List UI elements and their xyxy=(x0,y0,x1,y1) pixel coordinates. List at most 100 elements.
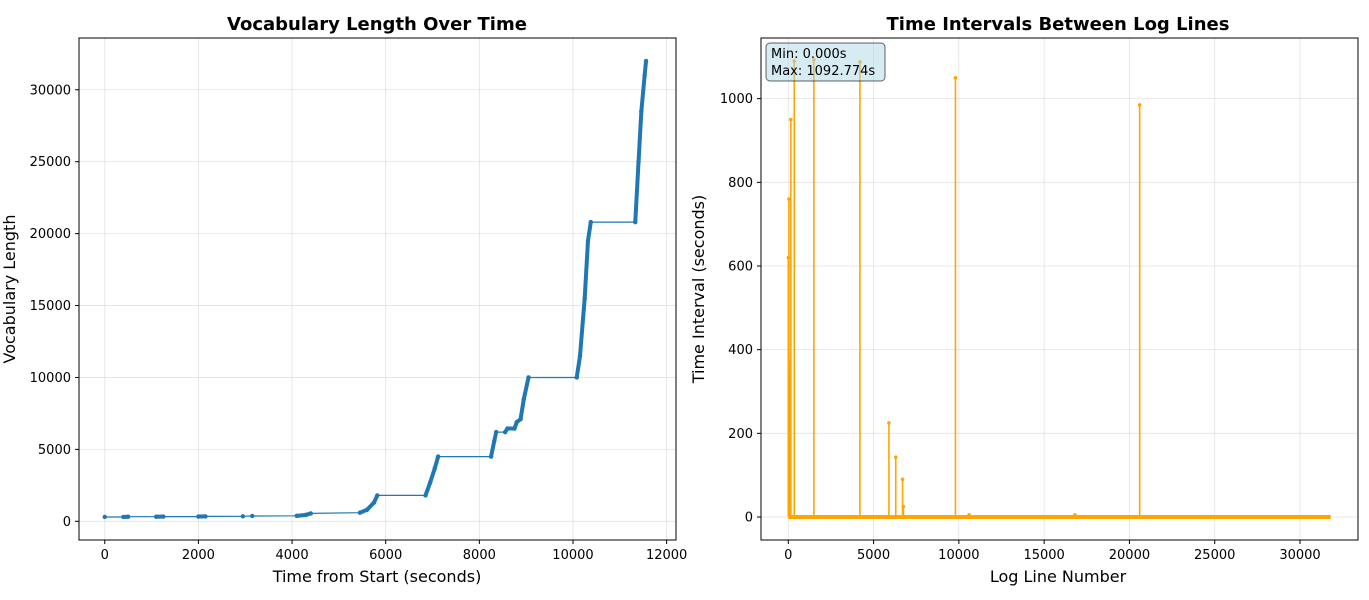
vocab-data-point xyxy=(574,375,579,380)
vocab-data-point xyxy=(505,426,510,431)
vocab-data-point xyxy=(577,353,583,359)
vocab-point-cluster xyxy=(428,466,437,485)
vocab-y-tick-label: 5000 xyxy=(38,443,71,458)
vocab-data-point xyxy=(588,219,593,225)
interval-grid xyxy=(761,38,1358,540)
interval-y-ticks: 0 200 400 600 800 1000 xyxy=(720,92,761,525)
interval-min-text: Min: 0.000s xyxy=(771,47,847,62)
vocab-data-point xyxy=(154,514,159,519)
vocab-data-point xyxy=(432,465,438,471)
interval-x-ticks: 0 5000 10000 15000 20000 25000 30000 xyxy=(784,540,1321,563)
vocab-point-cluster xyxy=(636,109,644,164)
interval-y-tick-label: 200 xyxy=(728,427,753,442)
vocab-x-tick-label: 0 xyxy=(101,548,109,563)
vocab-data-point xyxy=(488,454,494,459)
vocab-y-tick-label: 30000 xyxy=(30,83,71,98)
vocab-series-line xyxy=(104,60,647,518)
interval-chart: 0 5000 10000 15000 20000 25000 30000 0 200 400 60… xyxy=(689,14,1359,586)
vocab-data-point xyxy=(514,419,519,425)
interval-spike-point xyxy=(1137,103,1142,107)
interval-spike-point xyxy=(967,513,971,517)
vocab-data-point xyxy=(240,514,246,519)
interval-y-axis-label: Time Interval (seconds) xyxy=(689,195,708,384)
vocab-data-point xyxy=(585,238,591,244)
vocab-x-tick-label: 2000 xyxy=(182,548,215,563)
vocab-data-point xyxy=(502,429,508,435)
interval-x-tick-label: 25000 xyxy=(1194,548,1235,563)
interval-y-tick-label: 400 xyxy=(728,343,753,358)
vocab-data-point xyxy=(196,514,201,519)
interval-x-tick-label: 30000 xyxy=(1279,548,1320,563)
vocab-point-cluster xyxy=(423,480,433,498)
interval-plot-area xyxy=(786,58,1331,519)
vocab-point-cluster xyxy=(639,73,647,114)
vocab-data-point xyxy=(427,480,433,485)
vocab-data-point xyxy=(294,513,299,519)
vocab-data-point xyxy=(643,58,649,64)
vocab-data-point xyxy=(633,219,638,225)
vocab-point-cluster xyxy=(585,220,593,243)
vocab-y-tick-label: 10000 xyxy=(30,371,71,386)
interval-x-tick-label: 20000 xyxy=(1109,548,1150,563)
interval-chart-title: Time Intervals Between Log Lines xyxy=(887,14,1230,35)
vocab-y-ticks: 0 5000 10000 15000 20000 25000 30000 xyxy=(30,83,79,530)
vocab-y-tick-label: 0 xyxy=(63,515,71,530)
vocab-x-tick-label: 12000 xyxy=(646,548,687,563)
interval-y-tick-label: 600 xyxy=(728,259,753,274)
vocab-data-point xyxy=(521,396,527,402)
interval-y-tick-label: 800 xyxy=(728,176,753,191)
vocab-data-point xyxy=(493,429,499,435)
vocab-x-ticks: 0 2000 4000 6000 8000 10000 12000 xyxy=(101,540,687,563)
vocab-x-tick-label: 8000 xyxy=(463,548,496,563)
interval-x-tick-label: 15000 xyxy=(1023,548,1064,563)
interval-x-tick-label: 0 xyxy=(784,548,792,563)
vocab-data-point xyxy=(518,416,523,422)
interval-axes-frame xyxy=(760,37,1359,541)
vocab-x-tick-label: 6000 xyxy=(369,548,402,563)
vocab-point-cluster xyxy=(489,438,497,459)
vocab-data-point xyxy=(364,507,370,512)
vocab-x-axis-label: Time from Start (seconds) xyxy=(272,567,482,586)
vocab-data-point xyxy=(125,514,131,519)
vocab-data-point xyxy=(636,159,641,164)
vocab-chart: 0 2000 4000 6000 8000 10000 12000 0 5000 10000 15… xyxy=(0,14,687,586)
interval-max-text: Max: 1092.774s xyxy=(771,64,875,79)
vocab-data-point xyxy=(492,438,497,443)
vocab-data-point xyxy=(121,514,126,520)
vocab-data-point xyxy=(371,500,377,505)
vocab-data-point xyxy=(102,514,107,520)
vocab-x-tick-label: 4000 xyxy=(276,548,309,563)
vocab-data-point xyxy=(203,514,208,519)
vocab-data-point xyxy=(303,512,309,518)
vocab-data-point xyxy=(161,514,166,519)
vocab-point-cluster xyxy=(518,397,526,422)
vocab-chart-title: Vocabulary Length Over Time xyxy=(227,14,527,35)
interval-spike-point xyxy=(893,455,898,459)
vocab-point-cluster xyxy=(642,59,649,78)
vocab-data-point xyxy=(308,511,313,516)
vocab-data-point xyxy=(435,454,441,459)
vocab-data-point xyxy=(512,426,517,431)
interval-x-axis-label: Log Line Number xyxy=(990,567,1127,586)
interval-x-tick-label: 10000 xyxy=(938,548,979,563)
vocab-data-point xyxy=(642,73,647,78)
interval-spike-point xyxy=(787,197,791,201)
interval-annotation: Min: 0.000s Max: 1092.774s xyxy=(765,42,886,82)
vocab-data-point xyxy=(250,513,255,519)
vocab-data-point xyxy=(526,375,531,380)
interval-spike-point xyxy=(901,504,906,509)
vocab-point-cluster xyxy=(578,296,587,358)
vocab-data-point xyxy=(423,493,428,498)
interval-y-tick-label: 1000 xyxy=(720,92,753,107)
interval-spike-point xyxy=(953,75,958,80)
vocab-data-point xyxy=(357,510,363,515)
vocab-data-point xyxy=(375,493,380,498)
interval-spike-point xyxy=(887,421,891,425)
interval-x-tick-label: 5000 xyxy=(857,548,890,563)
vocab-point-cluster xyxy=(582,238,590,301)
vocab-data-point xyxy=(639,109,644,114)
interval-spike-point xyxy=(789,117,793,122)
vocab-y-tick-label: 15000 xyxy=(30,299,71,314)
vocab-point-cluster xyxy=(521,375,531,402)
